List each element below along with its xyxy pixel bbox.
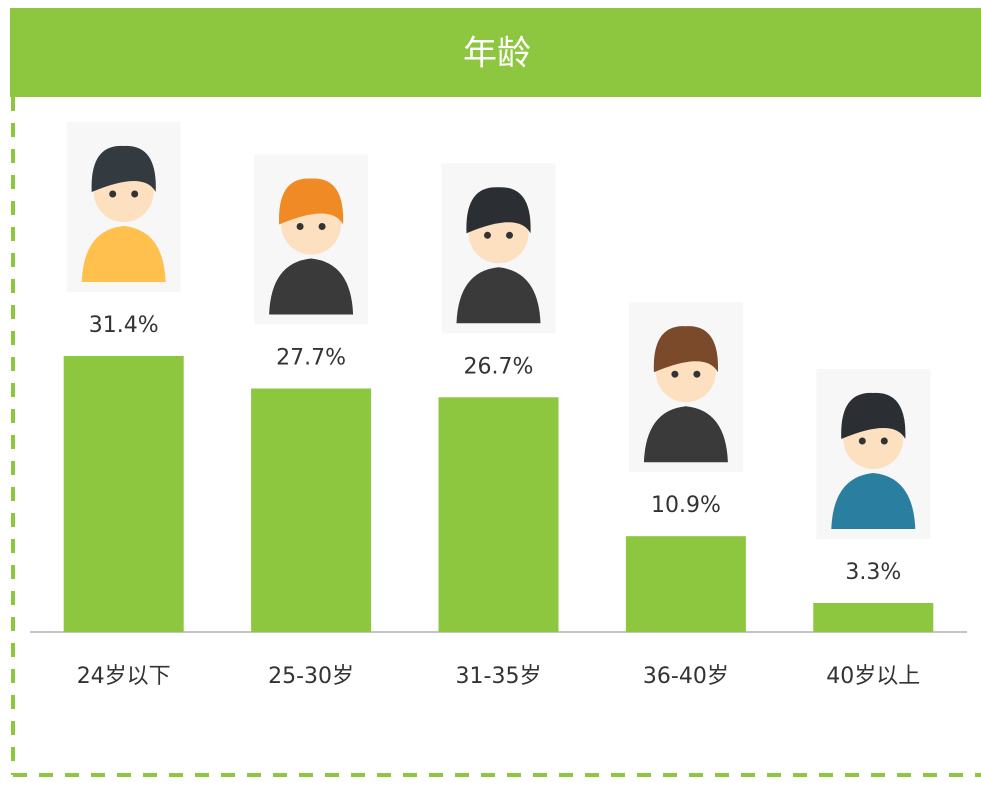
avatar-eye: [859, 437, 866, 444]
x-tick-label: 24岁以下: [77, 664, 171, 689]
avatar-eye: [693, 371, 700, 378]
avatar-eye: [297, 223, 304, 230]
avatar-eye: [484, 232, 491, 239]
value-label: 27.7%: [276, 346, 346, 371]
value-label: 3.3%: [845, 560, 901, 585]
avatar-eye: [506, 232, 513, 239]
plot: 24岁以下 31.4% 25-30岁 27.7% 31-35岁 26.7% 36-40岁 10…: [64, 122, 934, 689]
avatar-eye: [881, 437, 888, 444]
value-label: 31.4%: [89, 313, 159, 338]
x-tick-label: 31-35岁: [456, 664, 542, 689]
x-tick-label: 25-30岁: [268, 664, 354, 689]
avatar: [67, 122, 181, 292]
avatar: [816, 369, 930, 539]
chart: 年龄 24岁以下 31.4% 25-30岁 27.7% 31-35岁 26.7% 36-40…: [0, 0, 981, 781]
chart-title: 年龄: [463, 34, 531, 74]
x-tick-label: 40岁以上: [826, 664, 920, 689]
bar: [251, 389, 371, 632]
avatar-eye: [671, 371, 678, 378]
avatar: [254, 155, 368, 325]
x-tick-label: 36-40岁: [643, 664, 729, 689]
avatar-eye: [131, 191, 138, 198]
avatar: [442, 163, 556, 333]
bar: [626, 536, 746, 632]
avatar-eye: [319, 223, 326, 230]
value-label: 10.9%: [651, 493, 721, 518]
bar: [813, 603, 933, 632]
avatar-eye: [109, 191, 116, 198]
avatar: [629, 302, 743, 472]
bar: [64, 356, 184, 632]
bar: [439, 397, 559, 632]
value-label: 26.7%: [464, 354, 534, 379]
